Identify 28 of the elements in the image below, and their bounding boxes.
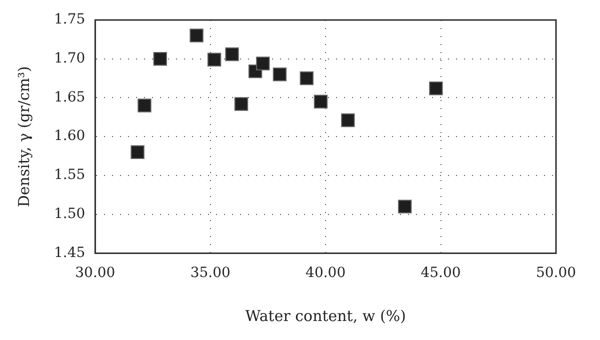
point [234, 97, 248, 111]
y-axis-title: Density, γ (gr/cm³) [14, 66, 33, 208]
y-tick-label: 1.50 [54, 206, 86, 222]
point [272, 68, 287, 82]
point [341, 113, 355, 128]
point [314, 94, 328, 108]
point [190, 28, 204, 42]
x-tick-label: 45.00 [420, 265, 461, 282]
x-tick-label: 35.00 [190, 265, 230, 282]
x-axis-title: Water content, w (%) [245, 306, 406, 325]
y-tick-label: 1.60 [54, 128, 86, 144]
y-tick-label: 1.75 [54, 12, 86, 28]
point [300, 71, 314, 86]
point [138, 98, 152, 112]
point [256, 56, 270, 70]
point [207, 52, 222, 67]
y-tick-label: 1.70 [54, 50, 86, 67]
point [153, 52, 168, 66]
x-tick-label: 50.00 [536, 265, 576, 282]
x-tick-label: 40.00 [306, 265, 346, 282]
y-tick-label: 1.55 [54, 167, 86, 184]
point [429, 82, 443, 96]
point [225, 47, 239, 62]
y-tick-label: 1.65 [54, 89, 86, 106]
point [130, 145, 144, 160]
x-tick-label: 30.00 [75, 265, 116, 282]
point [398, 200, 412, 214]
y-tick-label: 1.45 [54, 244, 86, 261]
